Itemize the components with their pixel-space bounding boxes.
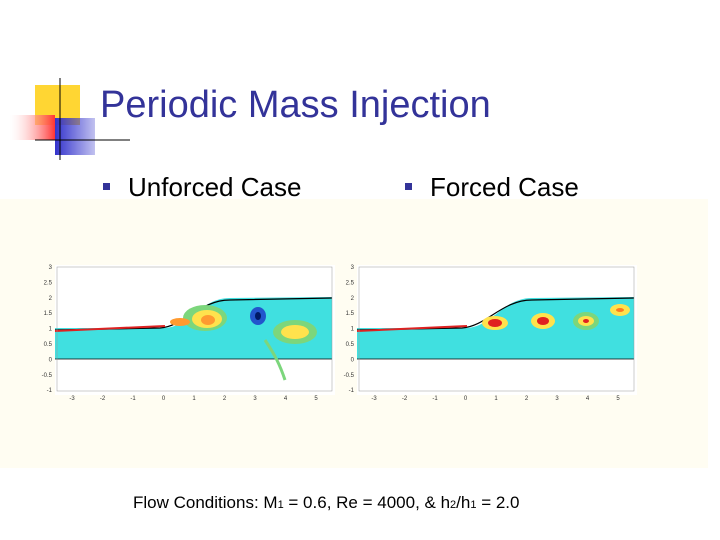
footer-sub: 1 xyxy=(470,499,476,511)
x-tick-label: 4 xyxy=(284,396,288,402)
y-tick-label: 0.5 xyxy=(346,342,355,348)
title: Periodic Mass Injection xyxy=(100,84,491,126)
plot-unforced xyxy=(54,264,336,396)
y-tick-label: 2 xyxy=(351,296,355,302)
y-tick-label: 1.5 xyxy=(44,311,53,317)
y-tick-label: 1 xyxy=(49,327,53,333)
y-tick-label: 1.5 xyxy=(346,311,355,317)
footer-text: = 2.0 xyxy=(476,493,519,512)
x-tick-label: 5 xyxy=(314,396,318,402)
y-tick-label: -0.5 xyxy=(42,373,53,379)
bullet: Forced Case xyxy=(430,172,579,202)
x-tick-label: 2 xyxy=(223,396,227,402)
plot-forced xyxy=(356,264,638,396)
x-tick-label: 1 xyxy=(192,396,196,402)
footer-text: = 0.6, Re = 4000, & h xyxy=(284,493,450,512)
y-tick-label: 0.5 xyxy=(44,342,53,348)
bullet: Unforced Case xyxy=(128,172,301,202)
y-tick-label: 3 xyxy=(351,265,355,271)
footer-text: /h xyxy=(456,493,470,512)
bullet-marker xyxy=(405,183,412,190)
x-tick-label: -1 xyxy=(130,396,136,402)
x-tick-label: 1 xyxy=(494,396,498,402)
footer: Flow Conditions: M1 = 0.6, Re = 4000, & … xyxy=(133,493,519,512)
y-tick-label: 3 xyxy=(49,265,53,271)
y-tick-label: -0.5 xyxy=(344,373,355,379)
footer-sub: 2 xyxy=(450,499,456,511)
x-tick-label: -3 xyxy=(371,396,377,402)
x-tick-label: 2 xyxy=(525,396,529,402)
x-tick-label: -3 xyxy=(69,396,75,402)
y-tick-label: -1 xyxy=(349,388,355,394)
x-tick-label: 0 xyxy=(464,396,468,402)
logo-blue xyxy=(55,118,95,155)
y-tick-label: 2.5 xyxy=(44,280,53,286)
y-tick-label: 2 xyxy=(49,296,53,302)
x-tick-label: 4 xyxy=(586,396,590,402)
x-tick-label: -2 xyxy=(100,396,106,402)
y-tick-label: 0 xyxy=(49,357,53,363)
logo-red xyxy=(10,115,55,140)
x-tick-label: 0 xyxy=(162,396,166,402)
y-tick-label: -1 xyxy=(47,388,53,394)
footer-sub: 1 xyxy=(278,499,284,511)
y-tick-label: 2.5 xyxy=(346,280,355,286)
bullet-marker xyxy=(103,183,110,190)
x-tick-label: -1 xyxy=(432,396,438,402)
x-tick-label: -2 xyxy=(402,396,408,402)
y-tick-label: 1 xyxy=(351,327,355,333)
x-tick-label: 3 xyxy=(253,396,257,402)
x-tick-label: 3 xyxy=(555,396,559,402)
x-tick-label: 5 xyxy=(616,396,620,402)
y-tick-label: 0 xyxy=(351,357,355,363)
footer-text: Flow Conditions: M xyxy=(133,493,278,512)
